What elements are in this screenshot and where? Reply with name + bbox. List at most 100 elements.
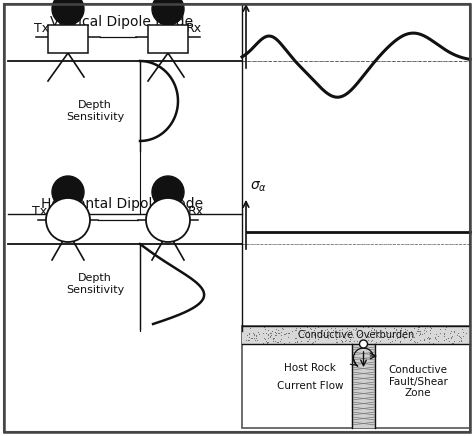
Point [383,329,390,336]
Point [345,331,353,338]
Point [367,337,374,344]
Point [263,339,271,346]
Point [261,326,269,333]
Point [449,339,457,346]
Point [342,337,349,344]
Point [448,333,456,340]
Point [264,339,271,346]
Circle shape [152,0,184,25]
Point [267,332,275,339]
Point [419,330,426,337]
Point [266,334,273,341]
Point [310,330,318,337]
Point [277,335,285,342]
Point [244,337,252,344]
Circle shape [46,198,90,242]
Point [370,326,378,333]
Point [274,329,282,336]
Point [318,326,326,333]
Text: $\sigma_{\alpha}$: $\sigma_{\alpha}$ [250,180,267,194]
Point [392,326,400,333]
Point [397,325,404,332]
Point [386,332,394,339]
Point [250,331,257,338]
Point [396,338,403,345]
Point [272,338,279,345]
Text: Conductive Overburden: Conductive Overburden [298,330,414,340]
Point [272,328,279,335]
Point [255,329,262,336]
Point [248,335,256,342]
Point [441,325,448,332]
Point [416,328,423,335]
Point [252,332,260,339]
Point [426,335,433,342]
Point [339,334,347,341]
Point [426,324,434,330]
Text: Tx: Tx [35,23,50,35]
Point [374,333,382,340]
Point [250,335,258,342]
Point [401,334,408,341]
Point [420,329,428,336]
Point [448,339,456,346]
Bar [352,344,375,428]
Point [344,324,351,331]
Point [336,333,343,340]
Point [259,330,266,337]
Point [266,330,273,337]
Point [420,327,428,334]
Point [264,334,272,341]
Point [411,338,419,345]
Point [262,338,269,345]
Point [426,329,434,336]
Point [373,339,380,346]
Point [425,334,432,341]
Point [440,331,448,338]
Point [406,337,413,344]
Point [350,334,357,341]
Point [329,326,337,333]
Point [381,325,388,332]
Point [353,330,361,337]
Point [324,332,331,339]
Point [460,328,467,335]
Point [274,327,282,334]
Point [274,339,282,346]
Point [296,325,303,332]
Point [276,337,284,344]
Point [356,330,364,337]
Point [346,337,353,344]
Point [270,334,277,341]
Point [269,335,276,342]
Point [427,325,435,332]
Point [425,336,432,343]
Point [388,333,396,340]
Point [446,337,453,344]
Point [337,336,345,343]
Point [371,329,379,336]
Point [415,324,422,330]
Point [269,338,277,345]
Point [305,335,312,342]
Point [314,324,322,331]
Point [260,335,267,342]
Point [359,324,367,330]
Point [454,331,461,338]
Point [349,326,357,333]
Text: Depth
Sensitivity: Depth Sensitivity [66,273,124,295]
Point [354,337,361,344]
Point [324,334,331,341]
Point [365,327,373,334]
Text: Current Flow: Current Flow [277,381,343,391]
Point [253,334,260,341]
Point [416,337,424,344]
Point [321,326,329,333]
Point [259,339,267,346]
Point [408,333,416,340]
Bar [148,25,188,53]
Point [389,330,397,337]
Point [435,337,442,344]
Point [375,333,383,340]
Circle shape [359,340,367,348]
